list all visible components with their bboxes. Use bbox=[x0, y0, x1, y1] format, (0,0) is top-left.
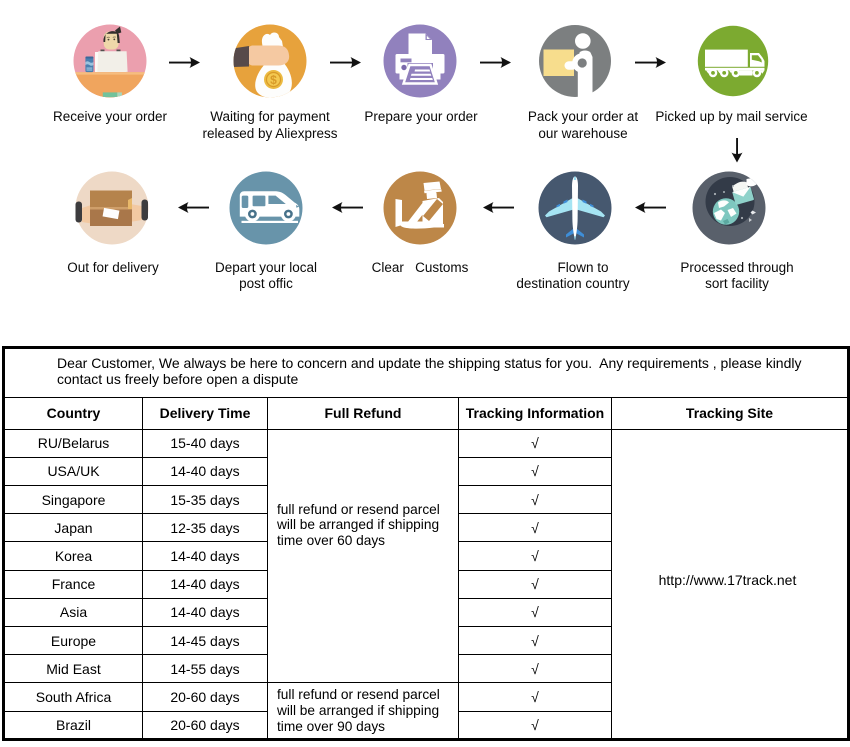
svg-text:$: $ bbox=[270, 73, 277, 87]
